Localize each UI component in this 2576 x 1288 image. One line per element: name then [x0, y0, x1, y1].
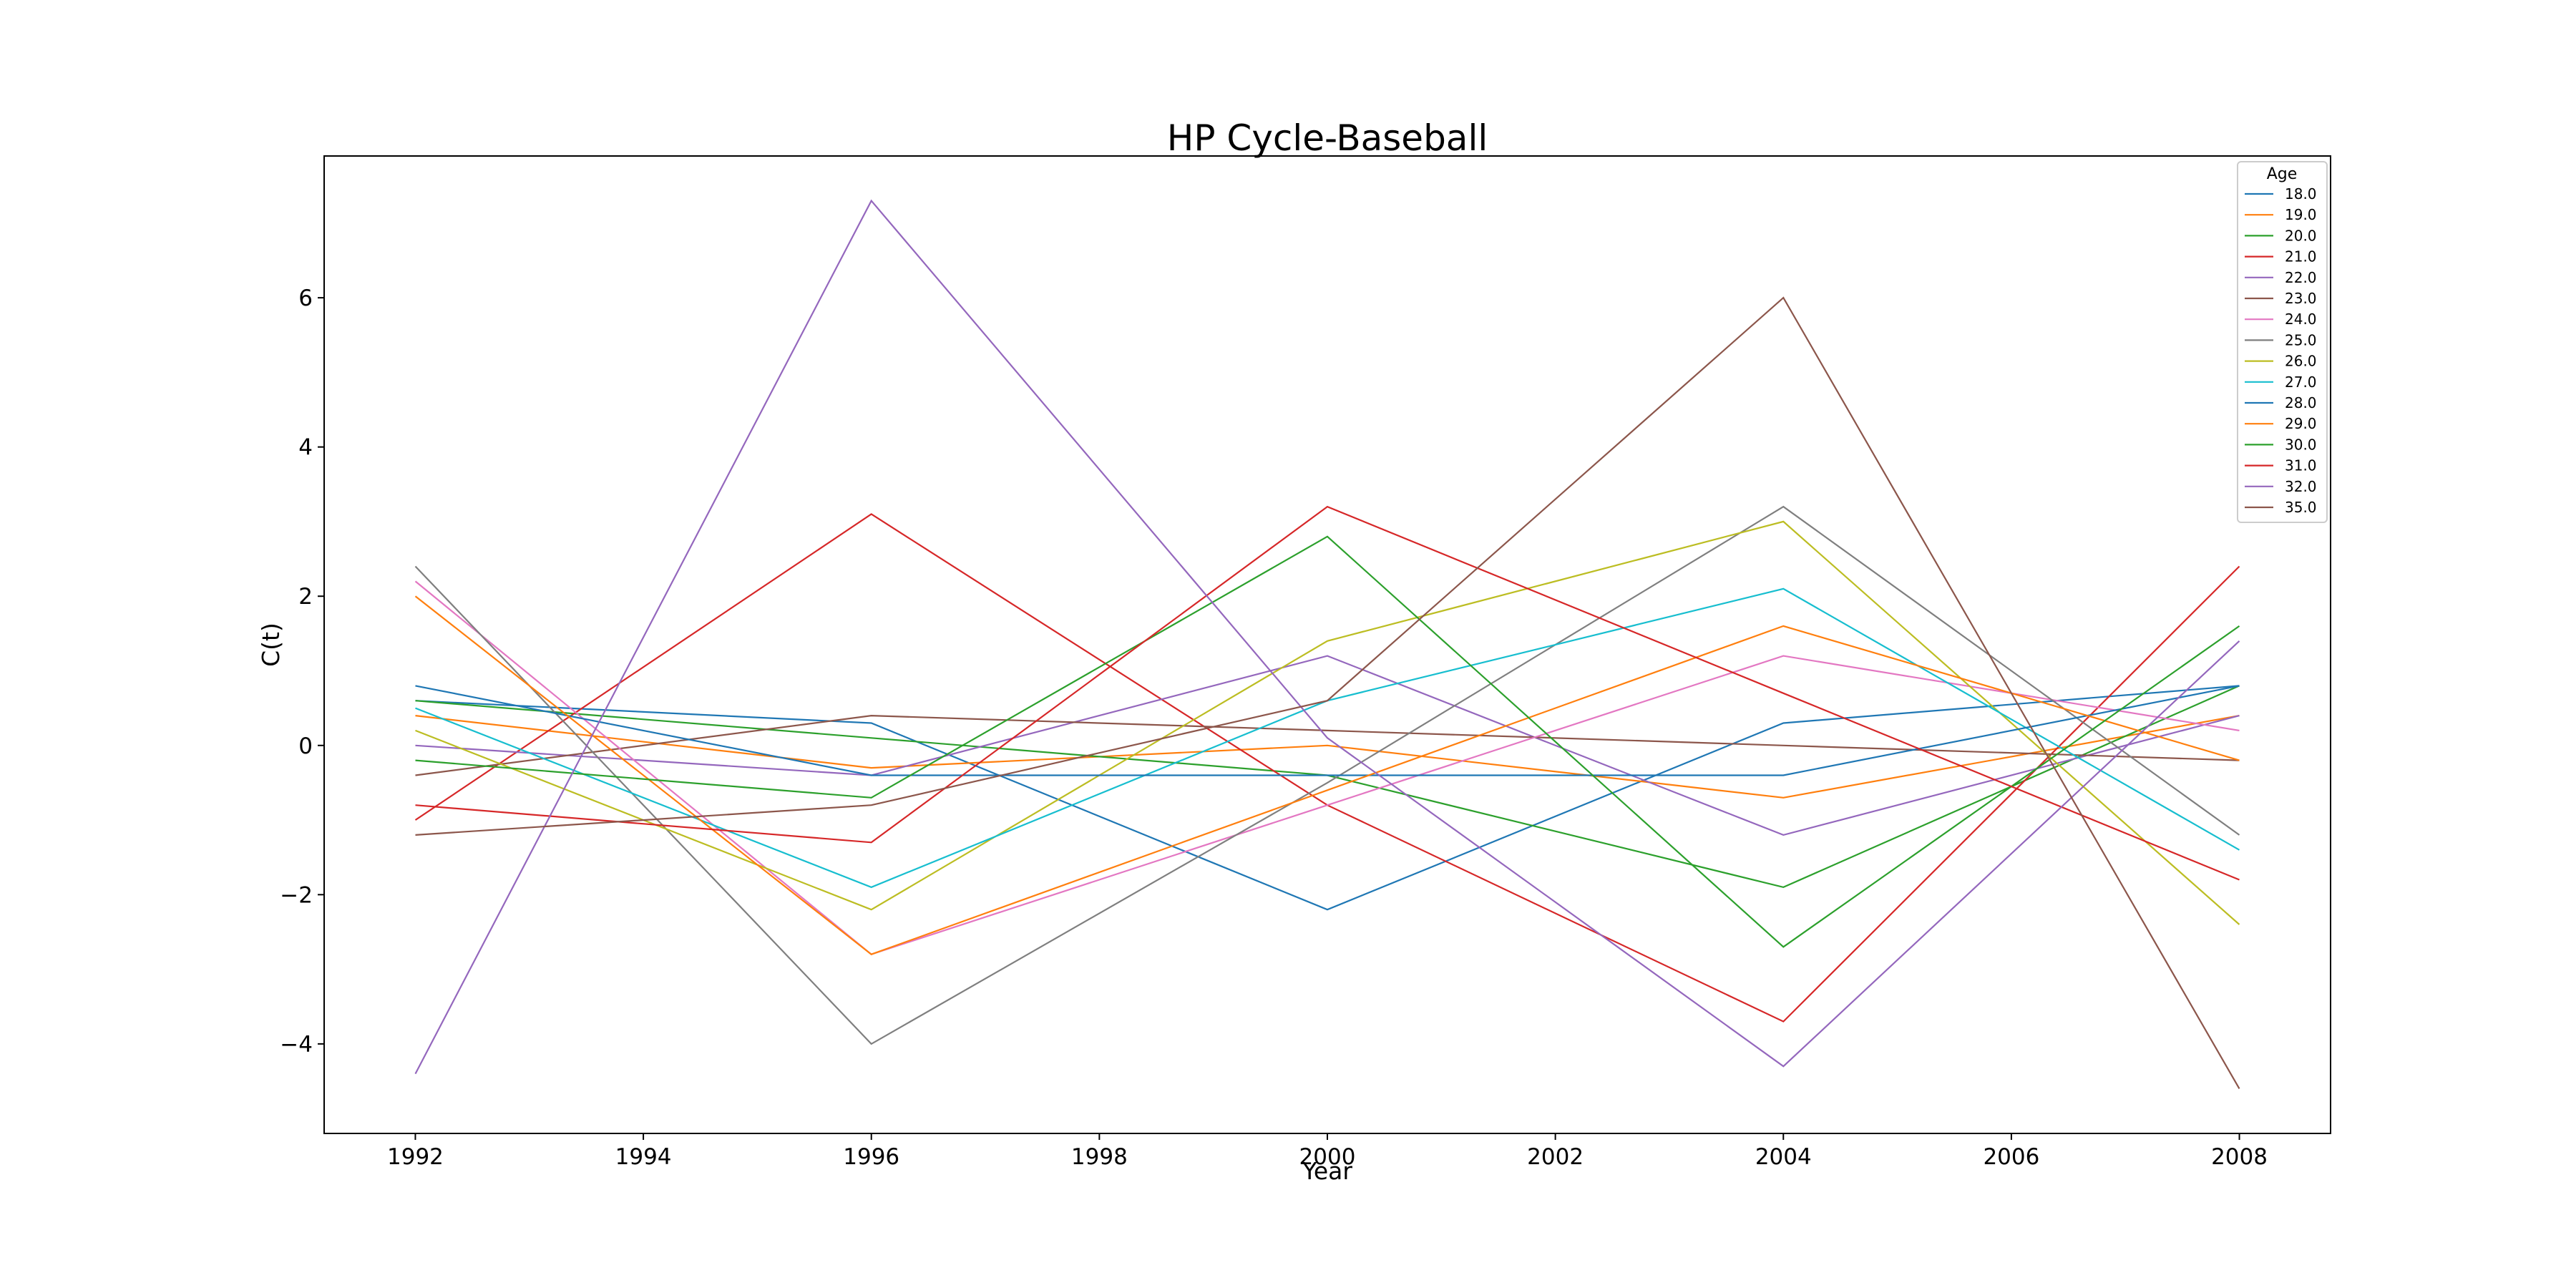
legend-label: 35.0: [2285, 499, 2317, 516]
legend-label: 23.0: [2285, 290, 2317, 307]
legend-label: 32.0: [2285, 478, 2317, 495]
x-tick-label: 1992: [387, 1144, 444, 1170]
legend-item: 24.0: [2245, 311, 2317, 328]
legend-item: 20.0: [2245, 227, 2317, 244]
legend-item: 26.0: [2245, 353, 2317, 370]
series-line-25.0: [414, 505, 2240, 1045]
legend-label: 20.0: [2285, 227, 2317, 244]
series-line-19.0: [415, 715, 2240, 799]
series-line-23.0: [415, 714, 2240, 776]
series-line-29.0: [414, 595, 2240, 955]
series-line-35.0: [415, 296, 2240, 1089]
legend-label: 30.0: [2285, 436, 2317, 453]
x-tick-label: 2008: [2211, 1144, 2268, 1170]
y-axis-label: C(t): [257, 623, 285, 667]
x-tick-label: 2004: [1755, 1144, 1812, 1170]
series-line-32.0: [414, 199, 2240, 1075]
legend-item: 29.0: [2245, 415, 2317, 432]
x-axis-label: Year: [1302, 1157, 1352, 1185]
legend-label: 28.0: [2285, 394, 2317, 411]
legend-label: 25.0: [2285, 331, 2317, 348]
y-tick-label: 0: [298, 733, 313, 759]
legend: Age 18.0 19.0 20.0 21.0 22.0 23.0 24.0 25.0 26.0…: [2237, 161, 2328, 523]
legend-label: 19.0: [2285, 206, 2317, 223]
legend-label: 21.0: [2285, 248, 2317, 265]
legend-label: 26.0: [2285, 353, 2317, 370]
legend-item: 19.0: [2245, 206, 2317, 223]
legend-item: 22.0: [2245, 269, 2317, 286]
legend-item: 21.0: [2245, 248, 2317, 265]
y-tick-label: 4: [298, 435, 313, 461]
legend-label: 31.0: [2285, 457, 2317, 474]
legend-label: 29.0: [2285, 415, 2317, 432]
y-tick-label: 2: [298, 584, 313, 610]
x-tick-label: 2006: [1983, 1144, 2039, 1170]
y-tick-label: −2: [280, 882, 313, 908]
series-line-30.0: [415, 535, 2240, 948]
series-line-28.0: [415, 685, 2240, 776]
chart-title: HP Cycle-Baseball: [1167, 117, 1488, 159]
axis-ticks: 1992 1994 1996 1998 2000 2002 2004 2006 2008 −4 −2…: [280, 286, 2268, 1170]
y-tick-label: 6: [298, 286, 313, 311]
plot-area: [414, 199, 2240, 1089]
legend-label: 18.0: [2285, 185, 2317, 203]
legend-box: [2237, 161, 2328, 523]
x-tick-label: 2000: [1299, 1144, 1356, 1170]
series-line-31.0: [415, 505, 2240, 881]
legend-item: 31.0: [2245, 457, 2317, 474]
legend-label: 22.0: [2285, 269, 2317, 286]
x-tick-label: 2002: [1527, 1144, 1584, 1170]
x-tick-label: 1996: [843, 1144, 899, 1170]
legend-item: 28.0: [2245, 394, 2317, 411]
x-tick-label: 1994: [615, 1144, 672, 1170]
series-line-22.0: [415, 655, 2240, 836]
legend-item: 30.0: [2245, 436, 2317, 453]
legend-item: 18.0: [2245, 185, 2317, 203]
y-tick-label: −4: [280, 1032, 313, 1058]
legend-item: 32.0: [2245, 478, 2317, 495]
legend-label: 24.0: [2285, 311, 2317, 328]
legend-item: 25.0: [2245, 331, 2317, 348]
legend-title: Age: [2267, 165, 2298, 183]
legend-label: 27.0: [2285, 374, 2317, 391]
legend-item: 27.0: [2245, 374, 2317, 391]
series-line-18.0: [415, 685, 2240, 911]
x-tick-label: 1998: [1071, 1144, 1128, 1170]
legend-item: 35.0: [2245, 499, 2317, 516]
legend-item: 23.0: [2245, 290, 2317, 307]
series-line-26.0: [415, 520, 2240, 925]
